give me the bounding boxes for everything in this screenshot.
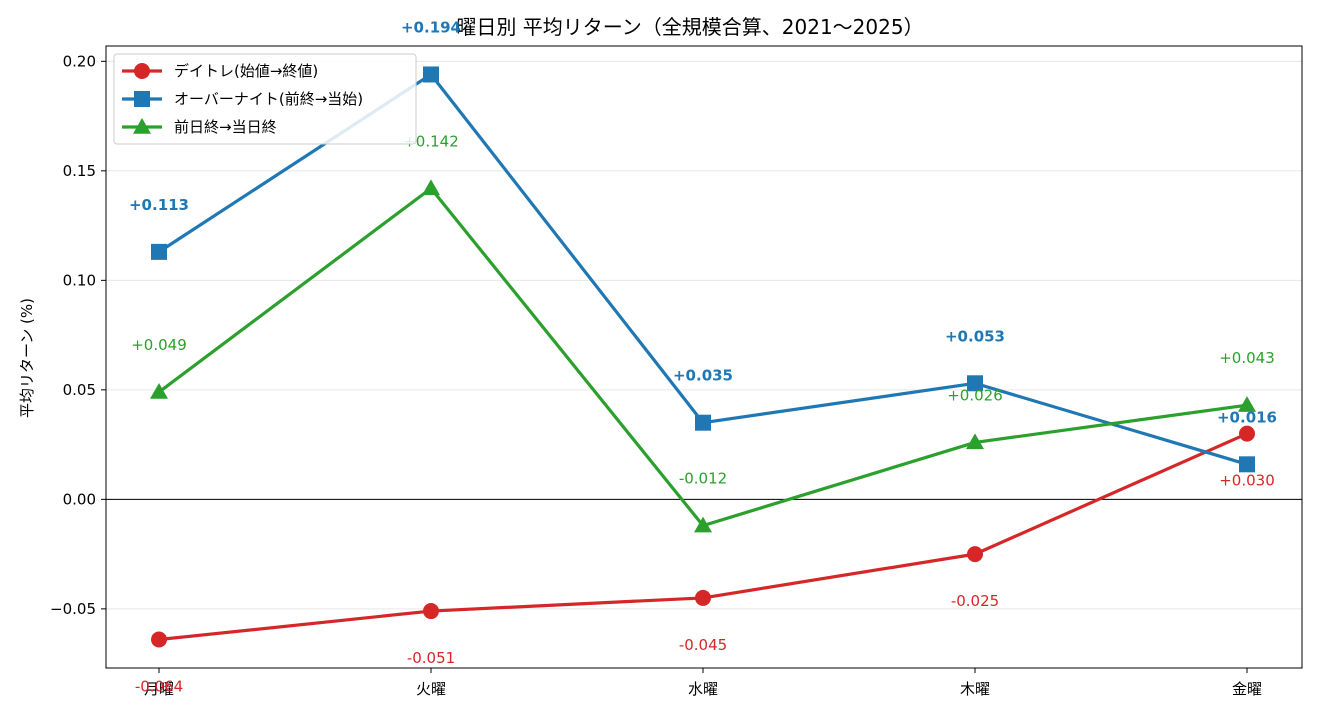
data-label: +0.053 [945, 327, 1005, 345]
x-tick-label: 水曜 [688, 680, 718, 698]
data-label: +0.030 [1219, 472, 1275, 490]
legend-label: デイトレ(始値→終値) [174, 62, 318, 80]
x-tick-label: 木曜 [960, 680, 990, 698]
y-tick-label: 0.10 [63, 271, 96, 289]
y-tick-label: 0.20 [63, 52, 96, 70]
data-point [695, 589, 711, 606]
data-label: +0.049 [131, 336, 187, 354]
legend-entry: 前日終→当日終 [122, 118, 277, 136]
chart-title: 曜日別 平均リターン（全規模合算、2021〜2025） [456, 15, 923, 39]
data-label: +0.043 [1219, 349, 1275, 367]
data-point [151, 243, 167, 260]
axes: −0.05 0.00 0.05 0.10 0.15 0.20 月曜 火曜 水曜 木曜 金曜 [50, 45, 1303, 698]
data-point [151, 631, 167, 648]
data-point [695, 414, 711, 431]
data-point [967, 546, 983, 563]
y-tick-label: −0.05 [50, 600, 96, 618]
y-tick-label: 0.15 [63, 162, 96, 180]
series-2 [150, 179, 1256, 533]
x-tick-label: 月曜 [144, 680, 174, 698]
legend: デイトレ(始値→終値) オーバーナイト(前終→当始) 前日終→当日終 [113, 53, 417, 145]
data-point [966, 433, 984, 450]
x-tick-label: 金曜 [1232, 680, 1262, 698]
legend-entry: デイトレ(始値→終値) [122, 62, 318, 80]
data-label: -0.045 [679, 636, 727, 654]
data-point [1239, 456, 1255, 473]
data-label: +0.016 [1217, 408, 1277, 426]
data-label: +0.026 [947, 386, 1003, 404]
legend-swatch-marker [134, 91, 150, 107]
data-point [1239, 425, 1255, 442]
data-label: +0.113 [129, 196, 189, 214]
y-tick-label: 0.00 [63, 490, 96, 508]
plot-frame [105, 45, 1303, 669]
series-group [150, 66, 1256, 648]
data-label: -0.012 [679, 470, 727, 488]
legend-label: オーバーナイト(前終→当始) [174, 90, 363, 108]
y-axis-label: 平均リターン (%) [18, 298, 36, 418]
y-tick-label: 0.05 [63, 381, 96, 399]
data-point [423, 603, 439, 620]
legend-swatch-marker [134, 63, 150, 79]
x-tick-label: 火曜 [416, 680, 446, 698]
legend-box [113, 53, 417, 145]
legend-swatch-marker [133, 118, 151, 134]
data-point [694, 516, 712, 533]
data-label: -0.051 [407, 649, 455, 667]
data-point [1238, 396, 1256, 412]
data-point [967, 375, 983, 392]
data-label: -0.064 [135, 678, 183, 696]
data-label: +0.194 [401, 18, 461, 36]
data-labels: -0.064 -0.051 -0.045 -0.025 +0.030 +0.113 +0.1… [129, 18, 1277, 695]
legend-label: 前日終→当日終 [174, 118, 277, 136]
series-0 [151, 425, 1255, 648]
data-label: +0.035 [673, 367, 733, 385]
data-point [422, 179, 440, 196]
data-point [150, 383, 168, 399]
data-label: +0.142 [403, 132, 459, 150]
data-point [423, 66, 439, 83]
data-label: -0.025 [951, 592, 999, 610]
legend-entry: オーバーナイト(前終→当始) [122, 90, 363, 108]
